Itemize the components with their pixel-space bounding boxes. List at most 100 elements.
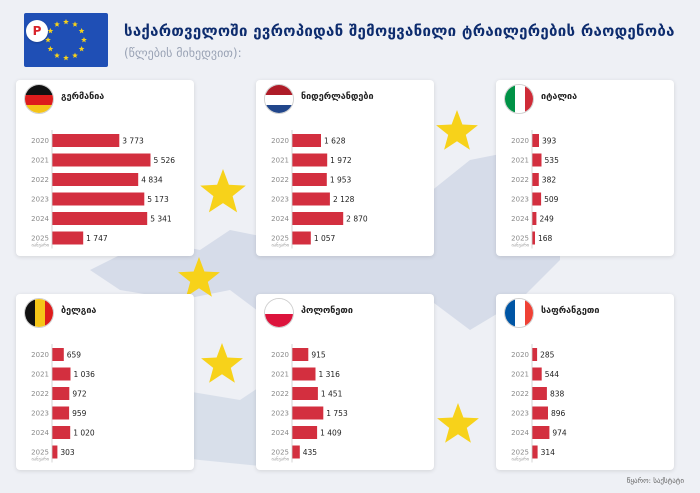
data-label: 838 (550, 390, 565, 399)
bar-chart-italy: 2020 393 2021 535 2022 382 2023 509 2024 249 2025 1… (511, 130, 559, 249)
bar (292, 406, 324, 420)
tick-label: 2025 (31, 235, 49, 243)
tick-label: 2022 (511, 390, 529, 398)
bar (52, 445, 58, 459)
bar-chart-netherlands: 2020 1 628 2021 1 972 2022 1 953 2023 2 128 2024… (271, 130, 368, 249)
eu-star-icon (45, 37, 51, 43)
data-label: 896 (551, 409, 566, 418)
decor-star-icon (200, 169, 246, 213)
data-label: 1 953 (330, 176, 352, 185)
data-label: 435 (303, 448, 318, 457)
decor-star-icon (437, 403, 479, 443)
bar (52, 387, 70, 400)
chart-card-poland: პოლონეთი 2020 915 2021 1 316 2022 1 451 2023 1 7… (256, 294, 434, 470)
bar (532, 426, 550, 439)
country-name: პოლონეთი (301, 306, 353, 316)
data-label: 5 341 (150, 215, 172, 224)
tick-note: იანვარი (272, 242, 290, 249)
bar (52, 367, 71, 381)
chart-card-belgium: ბელგია 2020 659 2021 1 036 2022 972 2023 959 2024… (16, 294, 194, 470)
eu-star-icon (63, 55, 69, 61)
country-name: ნიდერლანდები (301, 92, 374, 102)
header: P საქართველოში ევროპიდან შემოყვანილი ტრა… (0, 0, 700, 78)
data-label: 1 057 (314, 234, 336, 243)
flag-italy-icon (504, 84, 534, 114)
bar (532, 367, 542, 381)
data-label: 509 (544, 195, 559, 204)
eu-star-icon (72, 21, 78, 27)
bar (532, 134, 539, 147)
tick-label: 2023 (31, 196, 49, 204)
bar (292, 192, 330, 206)
data-label: 1 451 (321, 390, 343, 399)
data-label: 1 972 (330, 156, 352, 165)
tick-label: 2024 (31, 429, 49, 437)
tick-label: 2021 (511, 371, 529, 379)
tick-label: 2023 (511, 196, 529, 204)
chart-card-italy: იტალია 2020 393 2021 535 2022 382 2023 509 2024 24… (496, 80, 674, 256)
pinterest-icon[interactable]: P (26, 20, 48, 42)
country-name: ბელგია (61, 306, 97, 316)
bar (292, 134, 321, 147)
data-label: 303 (60, 448, 75, 457)
flag-netherlands-icon (264, 84, 294, 114)
data-label: 5 526 (154, 156, 176, 165)
data-label: 1 316 (318, 370, 340, 379)
country-name: საფრანგეთი (541, 306, 600, 316)
chart-card-france: საფრანგეთი 2020 285 2021 544 2022 838 2023 896 20… (496, 294, 674, 470)
data-label: 1 628 (324, 137, 346, 146)
data-label: 1 747 (86, 234, 108, 243)
eu-star-icon (81, 37, 87, 43)
bar (532, 231, 535, 245)
bar (532, 192, 542, 206)
data-label: 314 (541, 448, 556, 457)
bar (52, 426, 71, 439)
bar-chart-belgium: 2020 659 2021 1 036 2022 972 2023 959 2024 1 020 2… (31, 344, 95, 463)
data-label: 1 036 (73, 370, 95, 379)
bar (292, 153, 328, 167)
bar (52, 406, 70, 420)
tick-label: 2020 (511, 137, 529, 145)
tick-label: 2022 (31, 176, 49, 184)
tick-label: 2023 (511, 410, 529, 418)
data-label: 972 (72, 390, 87, 399)
bar (532, 387, 547, 400)
tick-label: 2021 (271, 157, 289, 165)
tick-label: 2021 (271, 371, 289, 379)
decor-star-icon (436, 110, 478, 150)
decor-star-icon (178, 257, 220, 297)
tick-label: 2021 (511, 157, 529, 165)
bar (52, 348, 64, 361)
bar (532, 173, 539, 186)
chart-card-germany: გერმანია 2020 3 773 2021 5 526 2022 4 834 2023 5… (16, 80, 194, 256)
tick-label: 2023 (271, 196, 289, 204)
data-label: 974 (552, 429, 567, 438)
bar (292, 173, 327, 186)
tick-label: 2024 (511, 429, 529, 437)
tick-note: იანვარი (512, 456, 530, 463)
tick-label: 2020 (31, 137, 49, 145)
decor-star-icon (201, 343, 243, 383)
tick-note: იანვარი (32, 456, 50, 463)
tick-note: იანვარი (512, 242, 530, 249)
data-label: 393 (542, 137, 557, 146)
bar (532, 406, 548, 420)
bar (292, 231, 311, 245)
tick-label: 2021 (31, 371, 49, 379)
country-name: გერმანია (61, 92, 105, 102)
bar-chart-germany: 2020 3 773 2021 5 526 2022 4 834 2023 5 173 2024… (31, 130, 176, 249)
eu-star-icon (47, 46, 54, 52)
data-label: 4 834 (141, 176, 163, 185)
bar (292, 445, 300, 459)
data-label: 3 773 (122, 137, 144, 146)
tick-label: 2025 (271, 449, 289, 457)
bar (532, 445, 538, 459)
data-label: 285 (540, 351, 555, 360)
tick-label: 2020 (511, 351, 529, 359)
tick-label: 2022 (511, 176, 529, 184)
tick-label: 2020 (271, 351, 289, 359)
eu-star-icon (78, 28, 85, 34)
eu-flag-stars (45, 19, 87, 61)
flag-belgium-icon (24, 298, 54, 328)
data-label: 1 020 (73, 429, 95, 438)
